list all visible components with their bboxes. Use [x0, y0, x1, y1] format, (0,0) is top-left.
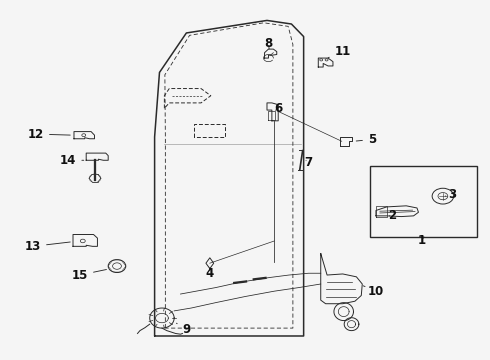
Text: 15: 15: [72, 269, 106, 282]
Text: 4: 4: [206, 267, 214, 280]
Text: 5: 5: [356, 133, 376, 146]
Text: 10: 10: [363, 285, 384, 298]
Text: 2: 2: [389, 209, 396, 222]
Text: 12: 12: [28, 127, 70, 141]
Text: 7: 7: [304, 156, 313, 168]
Text: 9: 9: [176, 323, 191, 336]
Text: 3: 3: [445, 188, 457, 201]
Text: 1: 1: [418, 234, 426, 247]
Text: 14: 14: [60, 154, 84, 167]
Text: 6: 6: [274, 102, 282, 115]
Text: 13: 13: [25, 240, 70, 253]
Bar: [369, 166, 477, 237]
Text: 11: 11: [328, 45, 351, 58]
Text: 8: 8: [264, 36, 272, 50]
